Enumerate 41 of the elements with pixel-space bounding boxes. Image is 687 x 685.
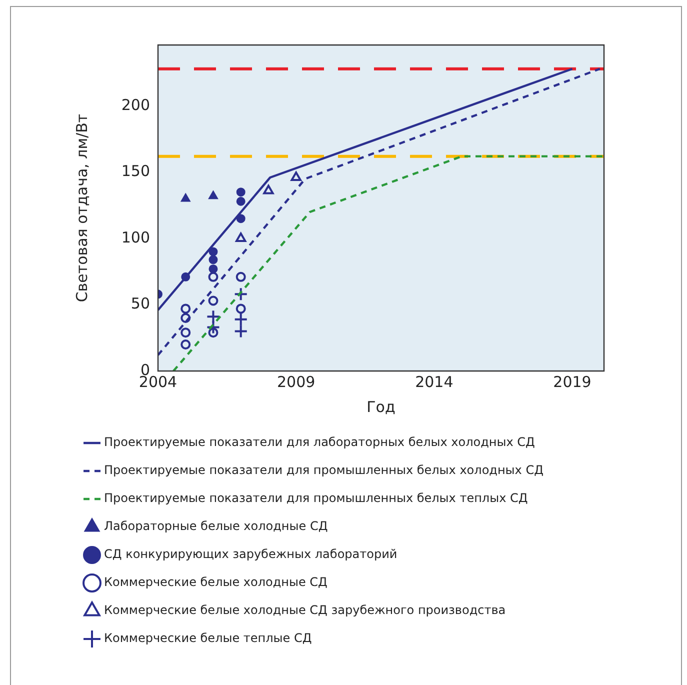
y-tick-label: 100 (121, 228, 150, 246)
point (208, 190, 218, 200)
point (236, 304, 246, 314)
point (234, 324, 248, 338)
y-tick-label: 200 (121, 96, 150, 114)
legend-label: Коммерческие белые теплые СД (104, 631, 312, 646)
legend-label: Коммерческие белые холодные СД зарубежного производства (104, 603, 506, 618)
point (180, 328, 191, 338)
point (208, 255, 218, 264)
point (208, 264, 218, 274)
x-tick-label: 2014 (415, 372, 454, 391)
legend-label: Лабораторные белые холодные СД (104, 519, 328, 534)
point (236, 196, 246, 206)
point (290, 172, 302, 182)
x-axis-title: Год (366, 398, 396, 416)
point (236, 272, 246, 282)
legend-label: Коммерческие белые холодные СД (104, 575, 328, 590)
point (236, 232, 246, 242)
y-tick-label: 50 (130, 294, 150, 313)
legend-label: Проектируемые показатели для лабораторных белых холодных СД (104, 435, 535, 450)
point (180, 193, 190, 202)
legend-label: Проектируемые показатели для промышленных белых теплых СД (104, 491, 528, 506)
point (180, 339, 191, 350)
point (263, 184, 274, 194)
x-tick-label: 2009 (276, 372, 316, 391)
point (208, 272, 218, 282)
legend-label: Проектируемые показатели для промышленных белых холодных СД (104, 463, 544, 478)
point (234, 312, 248, 326)
point (206, 320, 220, 334)
point (206, 310, 220, 324)
point (180, 304, 191, 314)
point (208, 296, 218, 306)
legend-label: СД конкурирующих зарубежных лабораторий (104, 547, 398, 562)
point (180, 312, 191, 323)
y-axis-title: Световая отдача, лм/Вт (72, 114, 91, 302)
point (236, 214, 246, 224)
point (208, 328, 218, 338)
point (234, 287, 248, 302)
x-tick-label: 2019 (553, 372, 592, 391)
point (236, 188, 246, 197)
y-tick-label: 150 (121, 162, 150, 180)
